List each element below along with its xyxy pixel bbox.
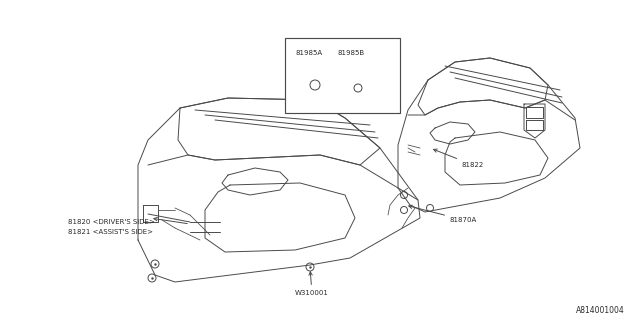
Text: 81870A: 81870A	[409, 205, 477, 223]
Text: 81985B: 81985B	[338, 50, 365, 56]
Text: 81820 <DRIVER'S SIDE>: 81820 <DRIVER'S SIDE>	[68, 219, 155, 225]
Bar	[285, 38, 400, 113]
Text: W310001: W310001	[295, 272, 329, 296]
Text: 81821 <ASSIST'S SIDE>: 81821 <ASSIST'S SIDE>	[68, 229, 153, 235]
Text: A814001004: A814001004	[576, 306, 625, 315]
Text: 81822: 81822	[433, 149, 484, 168]
Text: 81985A: 81985A	[295, 50, 322, 56]
